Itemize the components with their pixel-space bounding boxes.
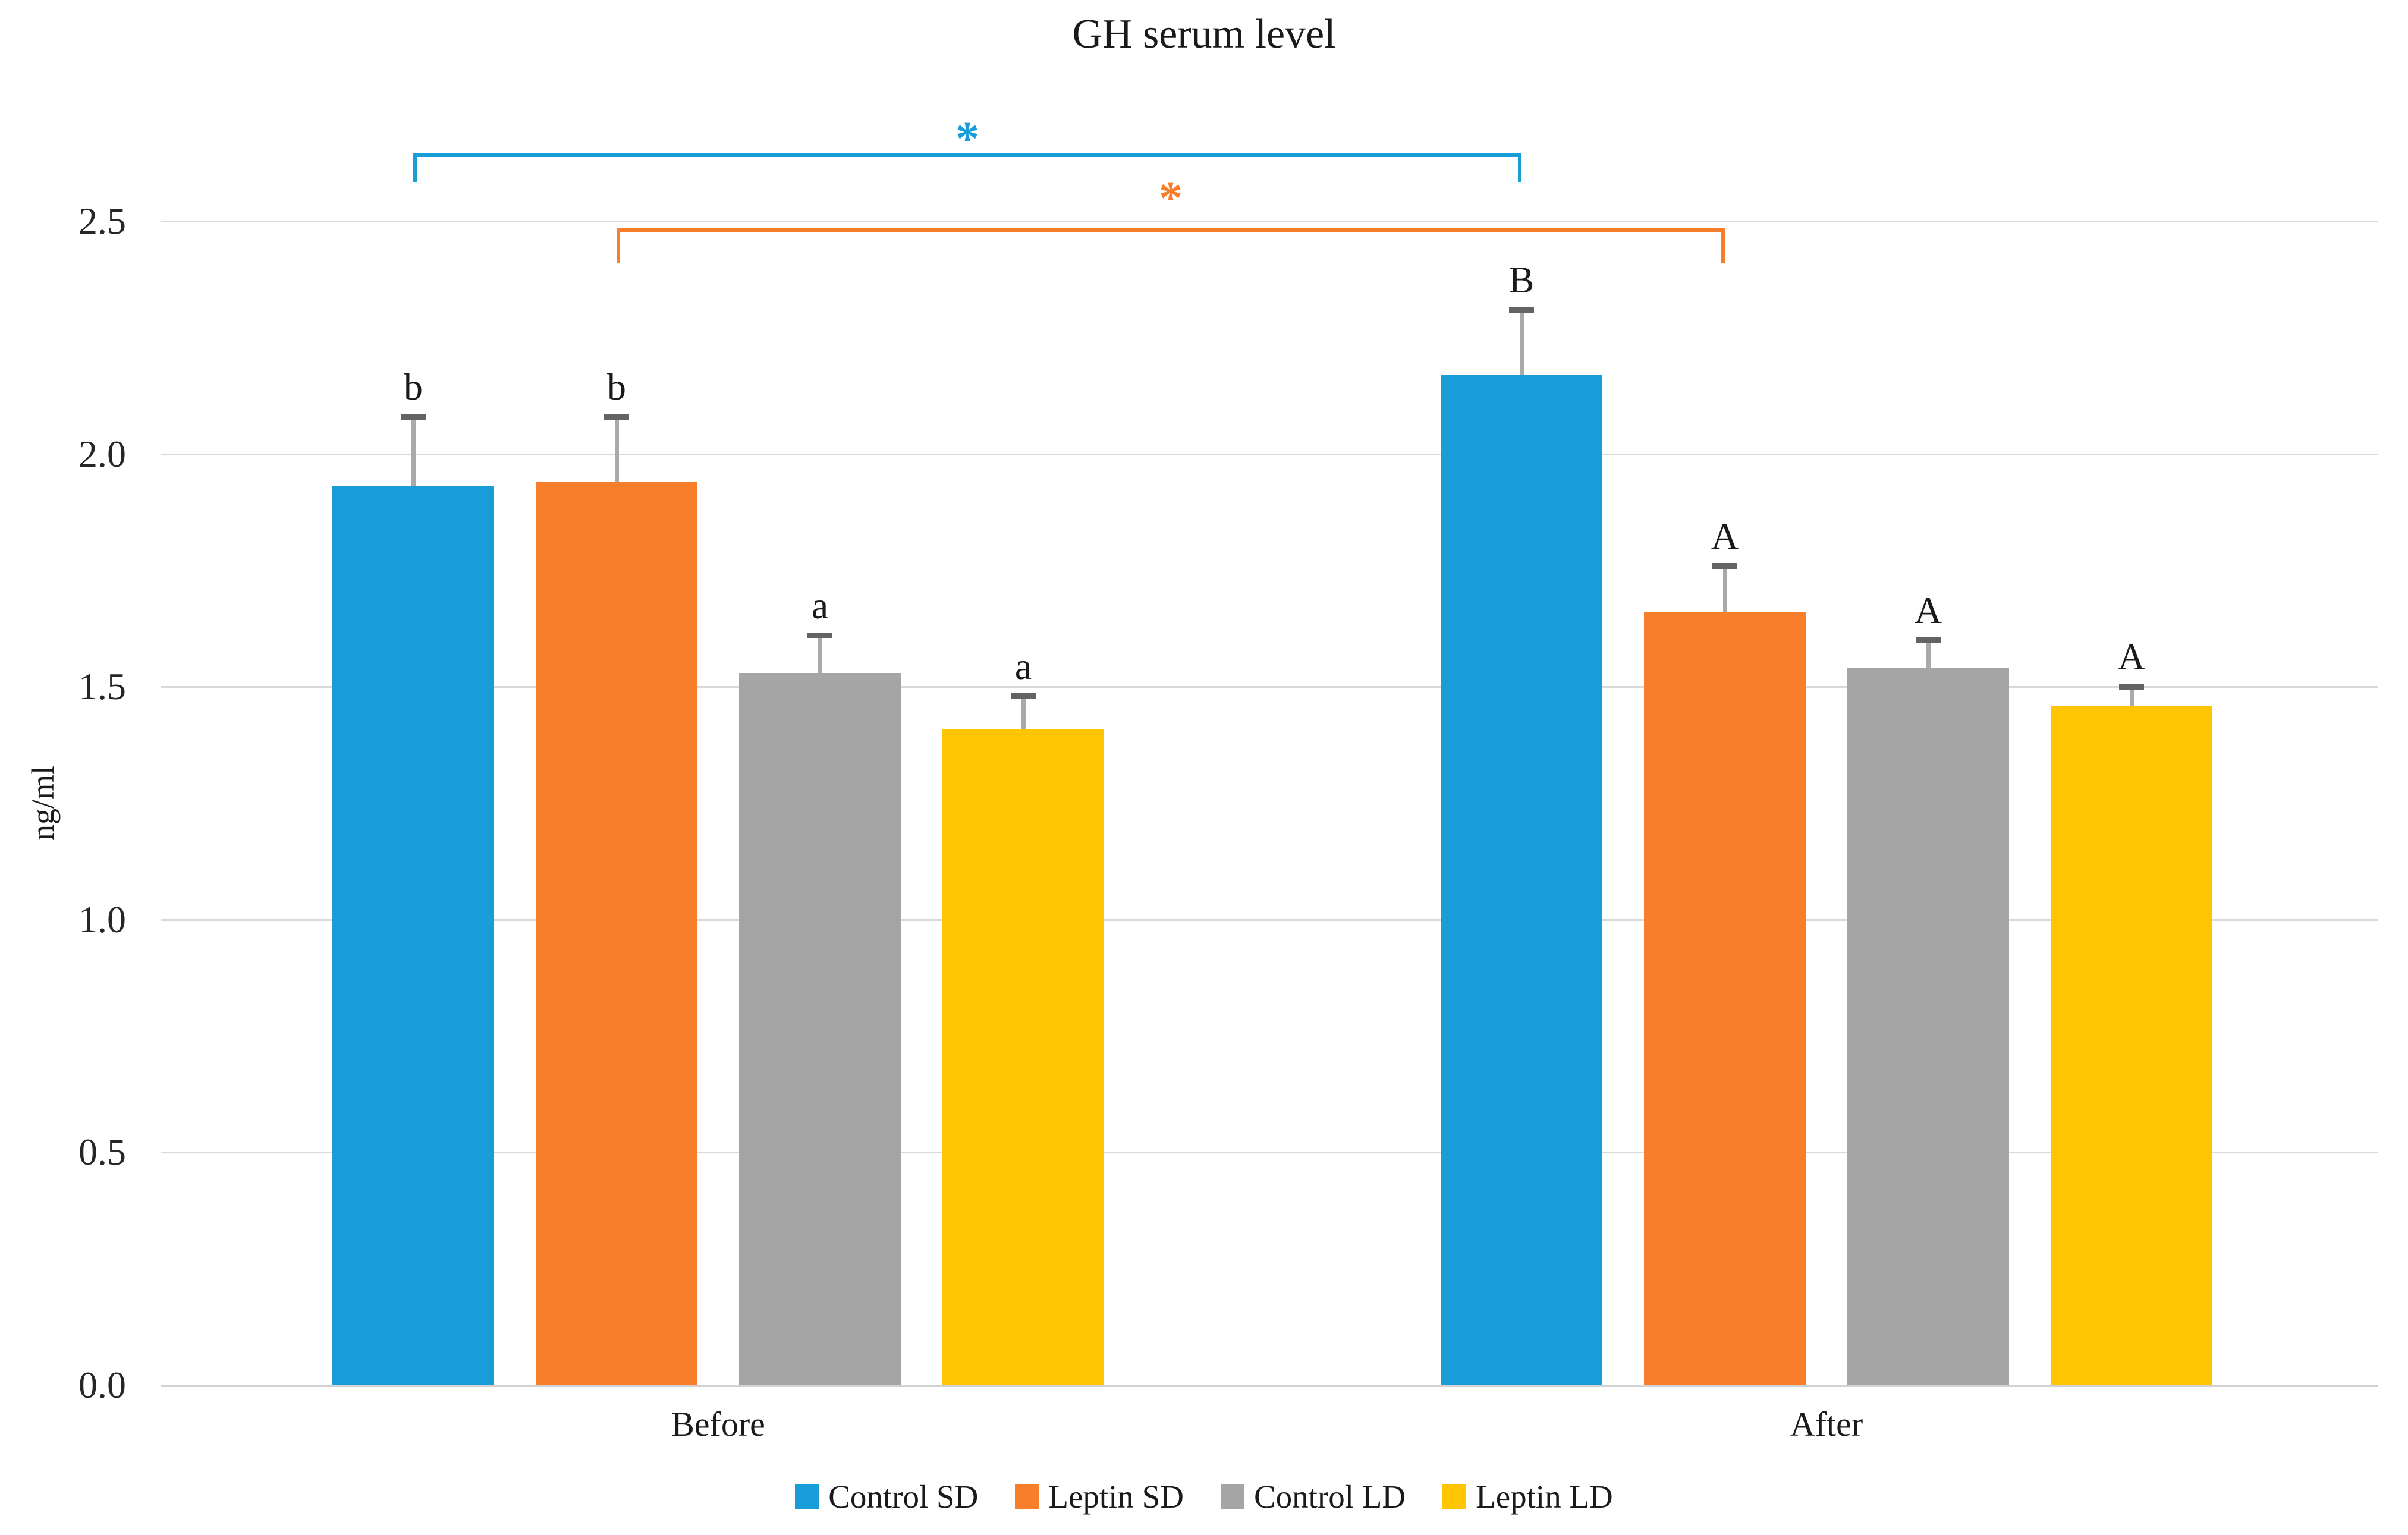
chart-legend: Control SD Leptin SD Control LD Leptin LD — [0, 1478, 2408, 1515]
error-bar-whisker — [1021, 696, 1026, 729]
chart-title: GH serum level — [1072, 11, 1336, 57]
error-bar-cap — [401, 413, 426, 420]
error-bar-cap — [1712, 562, 1737, 569]
bar-leptin-ld-before — [942, 728, 1104, 1385]
significance-bracket-leptin-sd — [617, 228, 1725, 263]
legend-label: Leptin SD — [1048, 1479, 1184, 1515]
legend-swatch — [1442, 1484, 1467, 1509]
gridline — [161, 221, 2378, 222]
legend-label: Leptin LD — [1476, 1479, 1613, 1515]
y-tick-label: 2.0 — [78, 432, 126, 475]
bar-control-ld-before — [739, 672, 901, 1385]
legend-swatch — [795, 1484, 819, 1509]
plot-area: b b a a B A A A — [161, 221, 2378, 1387]
y-tick-label: 2.5 — [78, 200, 126, 242]
legend-item-leptin-ld: Leptin LD — [1442, 1478, 1613, 1515]
bar-significance-letter: a — [811, 584, 829, 627]
bar-significance-letter: A — [1914, 589, 1942, 631]
error-bar-whisker — [2129, 687, 2134, 706]
bar-significance-letter: b — [404, 365, 423, 408]
gridline — [161, 686, 2378, 688]
legend-swatch — [1015, 1484, 1039, 1509]
error-bar-whisker — [1519, 309, 1524, 375]
bar-control-sd-after — [1441, 375, 1602, 1385]
bar-significance-letter: B — [1508, 258, 1535, 301]
y-tick-label: 0.5 — [78, 1131, 126, 1174]
bar-leptin-sd-before — [536, 482, 697, 1385]
bar-control-ld-after — [1847, 668, 2009, 1385]
bar-significance-letter: A — [1711, 514, 1739, 557]
y-tick-label: 1.0 — [78, 898, 126, 940]
bar-significance-letter: b — [607, 365, 626, 408]
gridline — [161, 1152, 2378, 1154]
legend-item-control-sd: Control SD — [795, 1478, 978, 1515]
error-bar-whisker — [1722, 565, 1727, 612]
y-tick-label: 1.5 — [78, 665, 126, 708]
legend-swatch — [1220, 1484, 1244, 1509]
bar-leptin-ld-after — [2051, 705, 2212, 1385]
error-bar-whisker — [614, 416, 619, 482]
error-bar-cap — [1916, 637, 1941, 643]
gridline — [161, 453, 2378, 455]
y-tick-label: 0.0 — [78, 1364, 126, 1406]
bracket-asterisk: * — [1159, 172, 1183, 225]
legend-label: Control LD — [1253, 1479, 1406, 1515]
bar-significance-letter: A — [2117, 636, 2146, 678]
error-bar-cap — [604, 413, 629, 420]
error-bar-cap — [2119, 684, 2144, 690]
error-bar-cap — [807, 633, 832, 639]
bar-control-sd-before — [332, 486, 494, 1385]
error-bar-whisker — [818, 636, 822, 673]
error-bar-cap — [1509, 306, 1534, 313]
error-bar-cap — [1011, 693, 1036, 699]
legend-item-control-ld: Control LD — [1220, 1478, 1406, 1515]
significance-bracket-control-sd — [413, 153, 1521, 182]
x-category-label-before: Before — [671, 1405, 765, 1443]
gridline — [161, 919, 2378, 921]
x-axis-baseline — [161, 1385, 2378, 1387]
error-bar-whisker — [411, 416, 416, 487]
x-category-label-after: After — [1790, 1405, 1863, 1443]
legend-label: Control SD — [828, 1479, 979, 1515]
legend-item-leptin-sd: Leptin SD — [1015, 1478, 1184, 1515]
y-axis-title: ng/ml — [25, 765, 61, 841]
bracket-asterisk: * — [955, 113, 979, 165]
bar-leptin-sd-after — [1644, 612, 1806, 1385]
bar-significance-letter: a — [1014, 644, 1032, 687]
error-bar-whisker — [1926, 640, 1931, 668]
